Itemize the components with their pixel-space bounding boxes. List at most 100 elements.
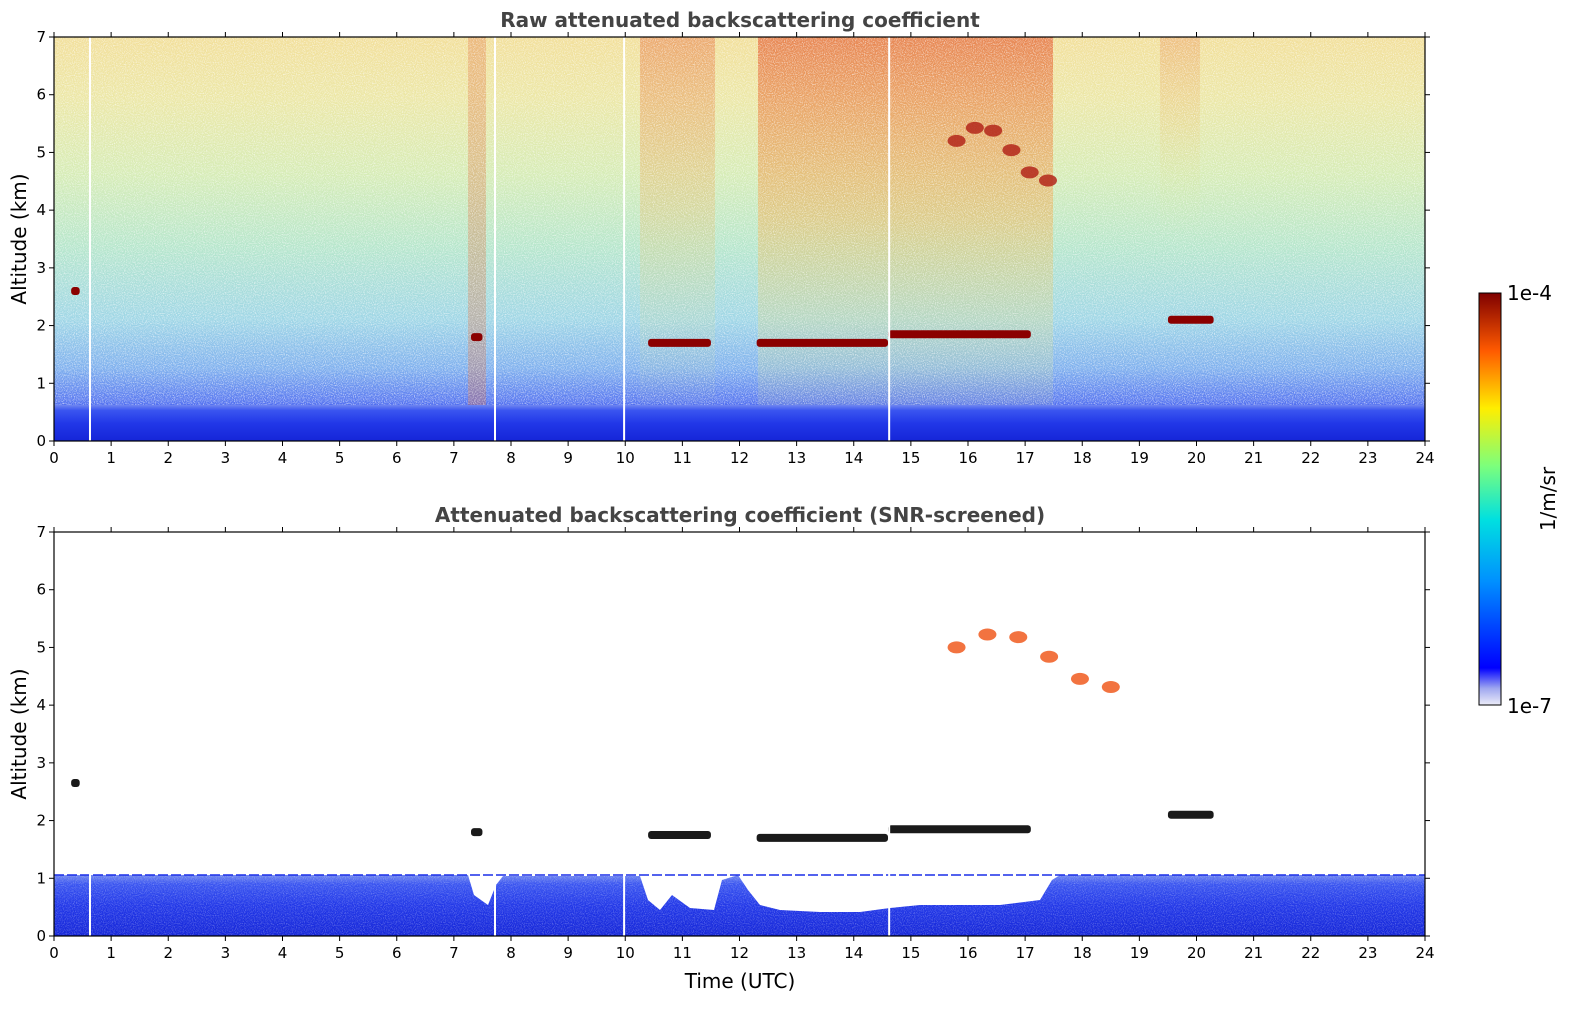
cloud-layer (71, 286, 80, 295)
colorbar-max-label: 1e-4 (1507, 281, 1552, 305)
top-x-axis: 0 1 2 3 4 5 6 7 8 9 10 11 12 13 14 15 16 17 18 19 20 21 22 23 24 (49, 32, 1435, 467)
x-axis-label: Time (UTC) (684, 969, 796, 993)
cloud-patch (947, 641, 966, 654)
top-y-axis-label: Altitude (km) (7, 173, 31, 304)
y-tick-label: 0 (36, 432, 46, 450)
y-tick-label: 1 (36, 869, 46, 887)
y-tick-label: 2 (36, 812, 46, 830)
x-tick-label: 17 (1016, 449, 1035, 467)
cloud-layer (471, 333, 483, 342)
x-tick-label: 5 (335, 449, 345, 467)
x-tick-label: 17 (1016, 944, 1035, 962)
colorbar-gradient (1478, 292, 1502, 706)
x-tick-label: 14 (844, 449, 863, 467)
x-tick-label: 2 (163, 449, 173, 467)
y-tick-label: 0 (36, 927, 46, 945)
x-tick-label: 3 (221, 944, 231, 962)
y-tick-label: 1 (36, 374, 46, 392)
cloud-layer (756, 833, 889, 842)
x-tick-label: 23 (1358, 944, 1377, 962)
x-tick-label: 24 (1415, 944, 1434, 962)
x-tick-label: 12 (730, 449, 749, 467)
x-tick-label: 11 (673, 944, 692, 962)
x-tick-label: 13 (787, 449, 806, 467)
x-tick-label: 20 (1187, 944, 1206, 962)
cloud-layer (648, 338, 711, 347)
x-tick-label: 11 (673, 449, 692, 467)
x-tick-label: 18 (1073, 944, 1092, 962)
cloud-layer (888, 825, 1031, 834)
x-tick-label: 7 (449, 449, 459, 467)
x-tick-label: 5 (335, 944, 345, 962)
x-tick-label: 0 (49, 944, 59, 962)
y-tick-label: 5 (36, 638, 46, 656)
x-tick-label: 13 (787, 944, 806, 962)
x-tick-label: 6 (392, 944, 402, 962)
colorbar-min-label: 1e-7 (1507, 694, 1552, 718)
cloud-layer (71, 779, 80, 788)
x-tick-label: 12 (730, 944, 749, 962)
x-tick-label: 0 (49, 449, 59, 467)
x-tick-label: 10 (616, 944, 635, 962)
cloud-layer (756, 338, 889, 347)
x-tick-label: 4 (278, 449, 288, 467)
y-tick-label: 4 (36, 696, 46, 714)
x-tick-label: 3 (221, 449, 231, 467)
cloud-patch (1038, 174, 1057, 187)
x-tick-label: 22 (1301, 944, 1320, 962)
cloud-patch (1009, 631, 1028, 644)
bottom-y-axis-label: Altitude (km) (7, 668, 31, 799)
cloud-patch (965, 121, 984, 134)
cloud-layer (648, 831, 711, 839)
bottom-y-axis: 0 1 2 3 4 5 6 7 (36, 523, 1430, 945)
x-tick-label: 16 (958, 449, 977, 467)
x-tick-label: 1 (106, 944, 116, 962)
colorbar-unit-label: 1/m/sr (1536, 466, 1560, 531)
x-tick-label: 15 (901, 449, 920, 467)
cloud-layer (888, 330, 1031, 339)
snr-screened-heatmap (54, 532, 1425, 936)
cloud-patch (1101, 680, 1120, 693)
x-tick-label: 15 (901, 944, 920, 962)
cloud-patch (947, 134, 966, 147)
raw-backscatter-heatmap (54, 37, 1425, 441)
bottom-panel-title: Attenuated backscattering coefficient (S… (435, 503, 1045, 527)
cloud-patch (984, 124, 1003, 137)
cloud-layer (471, 828, 483, 837)
cloud-patch (1040, 650, 1059, 663)
x-tick-label: 19 (1130, 944, 1149, 962)
x-tick-label: 9 (563, 944, 573, 962)
cloud-layer (1167, 810, 1214, 819)
x-tick-label: 20 (1187, 449, 1206, 467)
x-tick-label: 6 (392, 449, 402, 467)
cloud-patch (978, 628, 997, 641)
x-tick-label: 21 (1244, 449, 1263, 467)
x-tick-label: 23 (1358, 449, 1377, 467)
top-y-axis: 0 1 2 3 4 5 6 7 (36, 28, 1430, 450)
x-tick-label: 7 (449, 944, 459, 962)
snr-screened-panel: Attenuated backscattering coefficient (S… (7, 503, 1435, 993)
cloud-patch (1002, 144, 1021, 157)
x-tick-label: 16 (958, 944, 977, 962)
y-tick-label: 6 (36, 581, 46, 599)
x-tick-label: 8 (506, 944, 516, 962)
x-tick-label: 24 (1415, 449, 1434, 467)
top-panel-title: Raw attenuated backscattering coefficien… (500, 8, 980, 32)
snr-cloud-layers (71, 628, 1214, 842)
cloud-patch (1070, 672, 1089, 685)
y-tick-label: 7 (36, 523, 46, 541)
raw-backscatter-panel: Raw attenuated backscattering coefficien… (7, 8, 1435, 467)
x-tick-label: 9 (563, 449, 573, 467)
cloud-layer (1167, 315, 1214, 324)
y-tick-label: 5 (36, 143, 46, 161)
cloud-patch (1020, 166, 1039, 179)
x-tick-label: 4 (278, 944, 288, 962)
x-tick-label: 10 (616, 449, 635, 467)
y-tick-label: 3 (36, 754, 46, 772)
x-tick-label: 19 (1130, 449, 1149, 467)
x-tick-label: 21 (1244, 944, 1263, 962)
x-tick-label: 8 (506, 449, 516, 467)
raw-data-gaps (88, 37, 891, 441)
y-tick-label: 4 (36, 201, 46, 219)
